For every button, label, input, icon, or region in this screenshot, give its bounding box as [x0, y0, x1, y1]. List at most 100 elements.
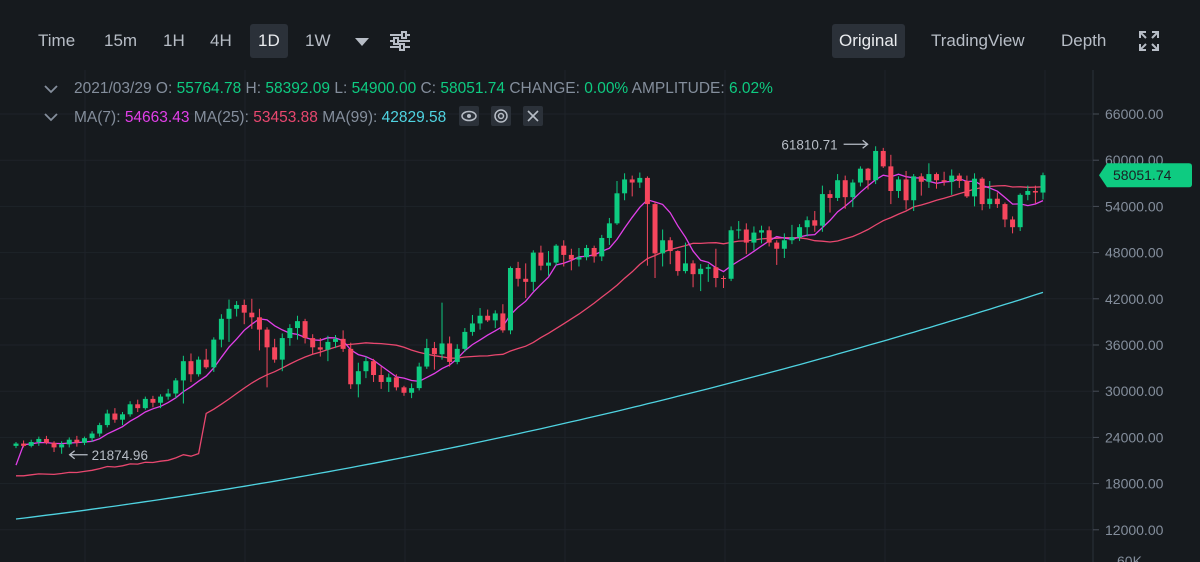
candle — [895, 176, 901, 198]
candle — [416, 362, 422, 391]
candle — [789, 224, 795, 245]
min-price-label: 21874.96 — [92, 448, 148, 463]
timeframe-1w[interactable]: 1W — [305, 31, 331, 50]
candle-body — [720, 278, 726, 280]
candle-body — [371, 361, 377, 376]
candle-body — [667, 240, 673, 252]
view-original[interactable]: Original — [832, 24, 905, 58]
candle — [317, 338, 323, 357]
candle-body — [835, 180, 841, 198]
candle-body — [987, 198, 993, 205]
collapse-ma-chevron-icon[interactable] — [44, 110, 58, 124]
candle-body — [249, 312, 255, 318]
candle-body — [424, 348, 430, 367]
candle — [584, 244, 590, 261]
candle — [1017, 193, 1023, 232]
candle-body — [553, 245, 559, 263]
candle-body — [279, 338, 285, 360]
more-timeframes-icon[interactable] — [354, 37, 370, 47]
ma-info-row: MA(7): 54663.43 MA(25): 53453.88 MA(99):… — [74, 106, 544, 128]
candle-body — [317, 347, 323, 350]
candle — [66, 437, 72, 448]
candle — [485, 309, 491, 322]
candle — [439, 302, 445, 360]
candle-body — [690, 263, 696, 275]
timeframe-15m[interactable]: 15m — [104, 31, 138, 50]
candle — [135, 399, 141, 412]
candle — [873, 146, 879, 185]
view-tradingview[interactable]: TradingView — [931, 31, 1025, 50]
candle — [614, 180, 620, 225]
ma7-label: MA(7): — [74, 109, 121, 126]
candle-body — [173, 380, 179, 394]
candle — [637, 172, 643, 188]
y-tick-label: 66000.00 — [1105, 106, 1164, 122]
candle-body — [880, 150, 886, 167]
candle-body — [994, 198, 1000, 205]
timeframe-time[interactable]: Time — [38, 31, 76, 50]
candle-body — [979, 178, 985, 205]
ohlc-info-row: 2021/03/29 O: 55764.78 H: 58392.09 L: 54… — [74, 78, 773, 100]
candle — [561, 240, 567, 267]
candle-body — [165, 393, 171, 397]
candle — [705, 264, 711, 282]
candle-body — [13, 443, 19, 446]
candle — [994, 192, 1000, 208]
ma-settings-gear-icon[interactable] — [490, 106, 511, 126]
candle — [196, 356, 202, 377]
y-tick-label: 54000.00 — [1105, 198, 1164, 214]
candle — [743, 223, 749, 255]
candle — [74, 435, 80, 447]
chart-grid — [0, 70, 1093, 562]
candle-body — [972, 178, 978, 197]
open-value: 55764.78 — [176, 80, 242, 97]
timeframe-4h[interactable]: 4H — [210, 31, 232, 50]
remove-ma-close-icon[interactable] — [523, 106, 544, 126]
candle-body — [302, 321, 308, 339]
indicator-settings-icon[interactable] — [389, 30, 411, 52]
view-depth[interactable]: Depth — [1061, 31, 1107, 50]
ma25-line — [16, 184, 1044, 477]
candle — [13, 442, 19, 449]
candle-body — [751, 232, 757, 243]
candle-body — [888, 166, 894, 191]
close-label: C: — [420, 80, 437, 97]
ohlc-date: 2021/03/29 — [74, 80, 152, 97]
candle — [918, 173, 924, 196]
current-price-label: 58051.74 — [1113, 167, 1172, 183]
candle-body — [256, 317, 262, 330]
candle-body — [462, 331, 468, 349]
timeframe-1d[interactable]: 1D — [250, 24, 288, 58]
candle — [226, 299, 232, 342]
timeframe-1h[interactable]: 1H — [163, 31, 185, 50]
candle — [880, 147, 886, 168]
collapse-ohlc-chevron-icon[interactable] — [44, 82, 58, 96]
candle-body — [196, 359, 202, 375]
candle-body — [127, 404, 133, 415]
candle — [774, 240, 780, 265]
candle-body — [287, 328, 293, 339]
candle-body — [386, 377, 392, 382]
candle-body — [538, 252, 544, 266]
candle — [629, 175, 635, 197]
y-tick-label: 24000.00 — [1105, 429, 1164, 445]
candle-body — [682, 263, 688, 272]
candle — [652, 201, 658, 279]
candle — [667, 237, 673, 265]
candle — [523, 263, 529, 299]
y-tick-label: 30000.00 — [1105, 383, 1164, 399]
candle-body — [964, 180, 970, 197]
candle — [1025, 185, 1031, 201]
visibility-eye-icon[interactable] — [458, 106, 479, 126]
fullscreen-icon[interactable] — [1138, 30, 1160, 52]
candle-body — [599, 237, 605, 257]
candle — [431, 341, 437, 370]
candle-body — [743, 229, 749, 243]
moving-average-lines — [15, 173, 1044, 520]
candle — [842, 175, 848, 209]
candle — [1010, 216, 1016, 234]
candle — [728, 226, 734, 282]
candle — [766, 226, 772, 247]
candle — [211, 337, 217, 372]
